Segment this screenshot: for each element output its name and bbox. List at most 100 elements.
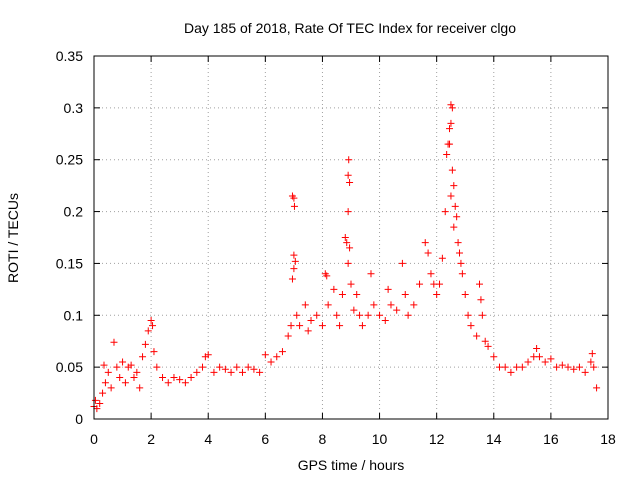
data-point: [481, 337, 489, 345]
data-point: [204, 351, 212, 359]
data-point: [478, 311, 486, 319]
data-point: [227, 368, 235, 376]
data-point: [507, 368, 515, 376]
data-point: [313, 311, 321, 319]
x-tick-label: 12: [429, 431, 445, 447]
y-axis-title: ROTI / TECUs: [5, 193, 21, 283]
data-point: [346, 179, 354, 187]
data-point: [367, 270, 375, 278]
chart-title: Day 185 of 2018, Rate Of TEC Index for r…: [184, 20, 516, 36]
data-point: [484, 342, 492, 350]
data-point: [438, 254, 446, 262]
y-tick-label: 0: [75, 411, 83, 427]
data-point: [127, 361, 135, 369]
data-point: [284, 332, 292, 340]
data-point: [141, 340, 149, 348]
y-tick-label: 0.05: [56, 359, 83, 375]
data-point: [457, 259, 465, 267]
data-point: [290, 194, 298, 202]
x-tick-label: 14: [486, 431, 502, 447]
data-point: [570, 365, 578, 373]
data-point: [476, 280, 483, 288]
y-tick-label: 0.3: [64, 100, 84, 116]
data-point: [144, 327, 152, 335]
data-point: [416, 280, 424, 288]
data-point: [358, 322, 366, 330]
data-point: [318, 322, 326, 330]
data-point: [454, 239, 462, 247]
data-point: [133, 368, 141, 376]
data-point: [170, 374, 178, 382]
data-point: [136, 384, 144, 392]
data-point: [364, 311, 372, 319]
data-point: [547, 355, 555, 363]
data-point: [104, 368, 112, 376]
data-point: [153, 363, 161, 371]
data-point: [410, 301, 418, 309]
data-point: [533, 344, 541, 352]
data-point: [448, 166, 456, 174]
data-point: [381, 316, 389, 324]
data-point: [107, 384, 115, 392]
data-point: [233, 363, 241, 371]
data-point: [250, 365, 258, 373]
data-point: [216, 363, 224, 371]
data-point: [490, 353, 498, 361]
y-tick-label: 0.2: [64, 204, 84, 220]
data-point: [301, 301, 309, 309]
data-point: [150, 348, 158, 356]
data-point: [535, 353, 543, 361]
data-point: [447, 192, 455, 200]
data-point: [221, 365, 229, 373]
data-point: [370, 301, 378, 309]
data-point: [187, 374, 195, 382]
data-point: [244, 363, 252, 371]
data-point: [273, 353, 281, 361]
data-point: [261, 351, 269, 359]
data-point: [436, 280, 444, 288]
data-point: [113, 363, 121, 371]
data-point: [96, 399, 104, 407]
x-axis-title: GPS time / hours: [298, 457, 405, 473]
data-point: [447, 101, 455, 109]
data-point: [401, 291, 409, 299]
data-point: [558, 361, 566, 369]
x-tick-label: 0: [90, 431, 98, 447]
data-point: [347, 280, 355, 288]
x-tick-label: 6: [261, 431, 269, 447]
data-point: [588, 350, 596, 358]
data-point: [181, 379, 189, 387]
data-point: [267, 358, 275, 366]
data-point: [450, 223, 458, 231]
data-point: [238, 368, 246, 376]
data-point: [451, 202, 459, 210]
data-point: [393, 306, 401, 314]
data-point: [446, 140, 454, 148]
data-point: [421, 239, 429, 247]
x-tick-label: 4: [204, 431, 212, 447]
x-tick-label: 16: [543, 431, 559, 447]
data-point: [344, 208, 352, 216]
data-points: [90, 101, 601, 413]
data-point: [307, 316, 315, 324]
data-point: [119, 358, 127, 366]
data-point: [330, 285, 338, 293]
data-point: [477, 296, 485, 304]
data-point: [130, 374, 138, 382]
data-point: [116, 374, 124, 382]
data-point: [387, 301, 395, 309]
data-point: [473, 332, 481, 340]
data-point: [101, 379, 109, 387]
data-point: [398, 259, 406, 267]
data-point: [353, 291, 361, 299]
data-point: [147, 316, 155, 324]
x-tick-label: 8: [319, 431, 327, 447]
data-point: [450, 182, 458, 190]
data-point: [278, 348, 286, 356]
y-tick-label: 0.25: [56, 152, 83, 168]
data-point: [346, 244, 354, 252]
x-tick-label: 10: [372, 431, 388, 447]
axis-ticks: [93, 55, 609, 420]
data-point: [291, 257, 299, 265]
data-point: [159, 374, 167, 382]
